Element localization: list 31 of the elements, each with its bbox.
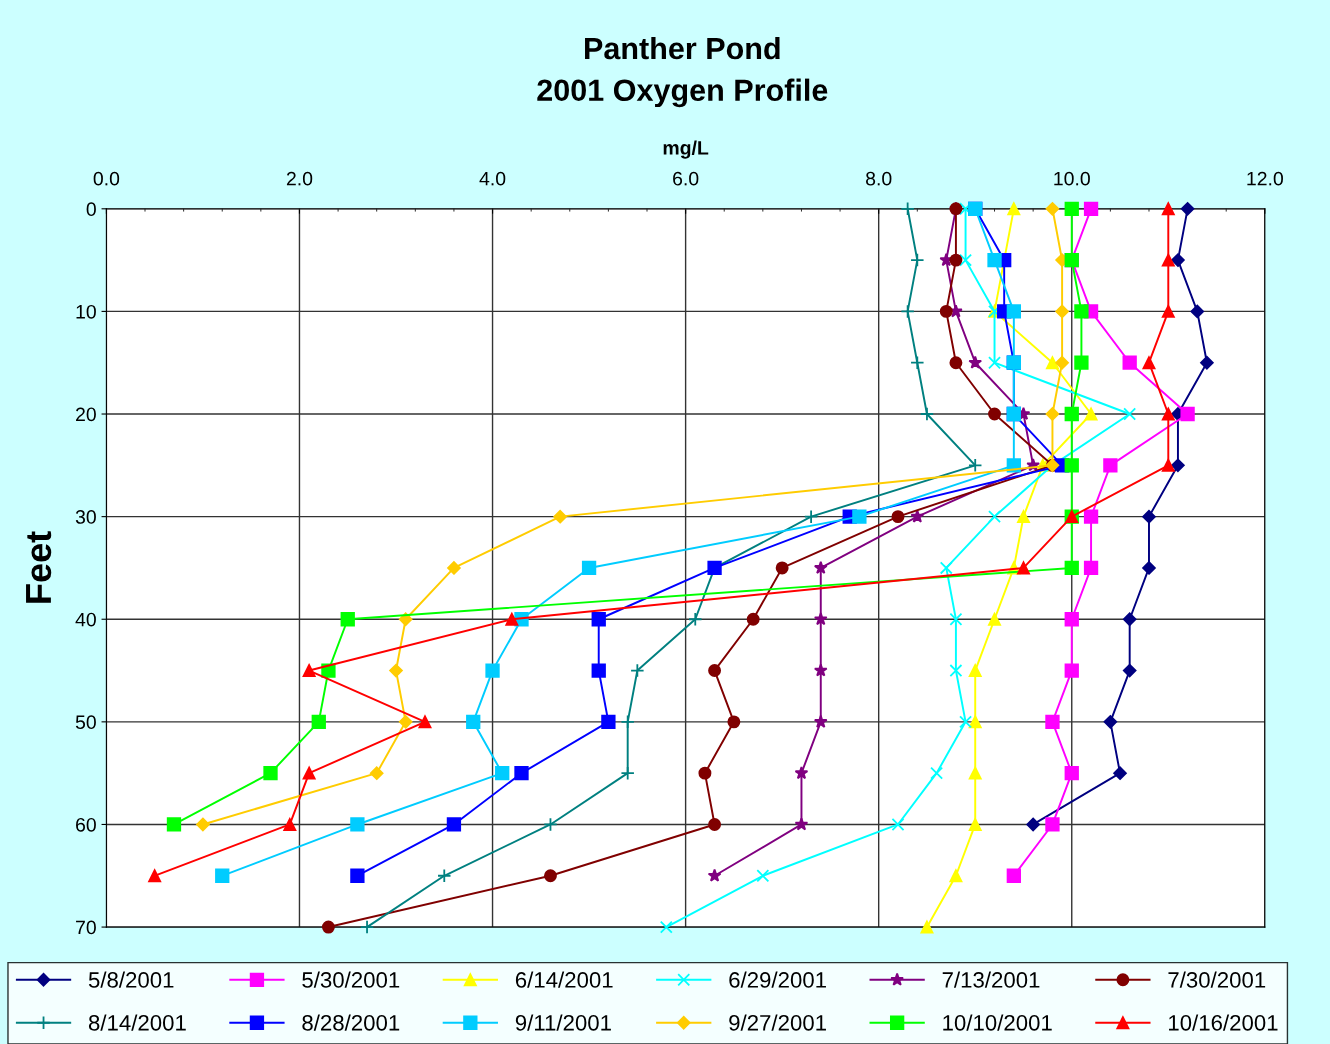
- legend-label: 9/27/2001: [729, 1014, 826, 1031]
- legend-label: 7/30/2001: [1168, 971, 1266, 988]
- chart-subtitle: 2001 Oxygen Profile: [537, 78, 828, 108]
- y-tick-label: 60: [76, 817, 96, 832]
- y-tick-label: 40: [75, 612, 96, 627]
- y-axis-title: Feet: [26, 531, 52, 603]
- legend-label: 8/28/2001: [302, 1014, 400, 1031]
- x-tick-label: 10.0: [1054, 171, 1090, 186]
- legend-label: 10/10/2001: [943, 1014, 1052, 1031]
- legend-label: 7/13/2001: [942, 971, 1040, 988]
- legend-label: 8/14/2001: [88, 1014, 186, 1031]
- y-tick-label: 70: [76, 920, 96, 935]
- y-tick-label: 10: [76, 304, 96, 319]
- y-tick-label: 30: [75, 510, 96, 524]
- x-tick-label: 2.0: [286, 171, 313, 186]
- legend-label: 5/30/2001: [302, 971, 400, 988]
- y-tick-label: 20: [76, 407, 96, 422]
- x-tick-label: 0.0: [93, 171, 120, 186]
- legend-label: 5/8/2001: [88, 971, 174, 988]
- legend-label: 9/11/2001: [515, 1014, 611, 1031]
- legend-label: 6/29/2001: [729, 971, 826, 988]
- y-tick-label: 0: [86, 202, 96, 217]
- legend-label: 6/14/2001: [515, 971, 613, 988]
- x-tick-label: 12.0: [1247, 171, 1283, 186]
- y-tick-label: 50: [75, 715, 96, 730]
- x-tick-label: 8.0: [866, 171, 892, 186]
- legend-label: 10/16/2001: [1169, 1014, 1278, 1031]
- chart-title: Panther Pond: [585, 36, 780, 60]
- x-tick-label: 6.0: [673, 171, 699, 186]
- x-axis-title: mg/L: [663, 140, 709, 159]
- x-tick-label: 4.0: [479, 171, 506, 186]
